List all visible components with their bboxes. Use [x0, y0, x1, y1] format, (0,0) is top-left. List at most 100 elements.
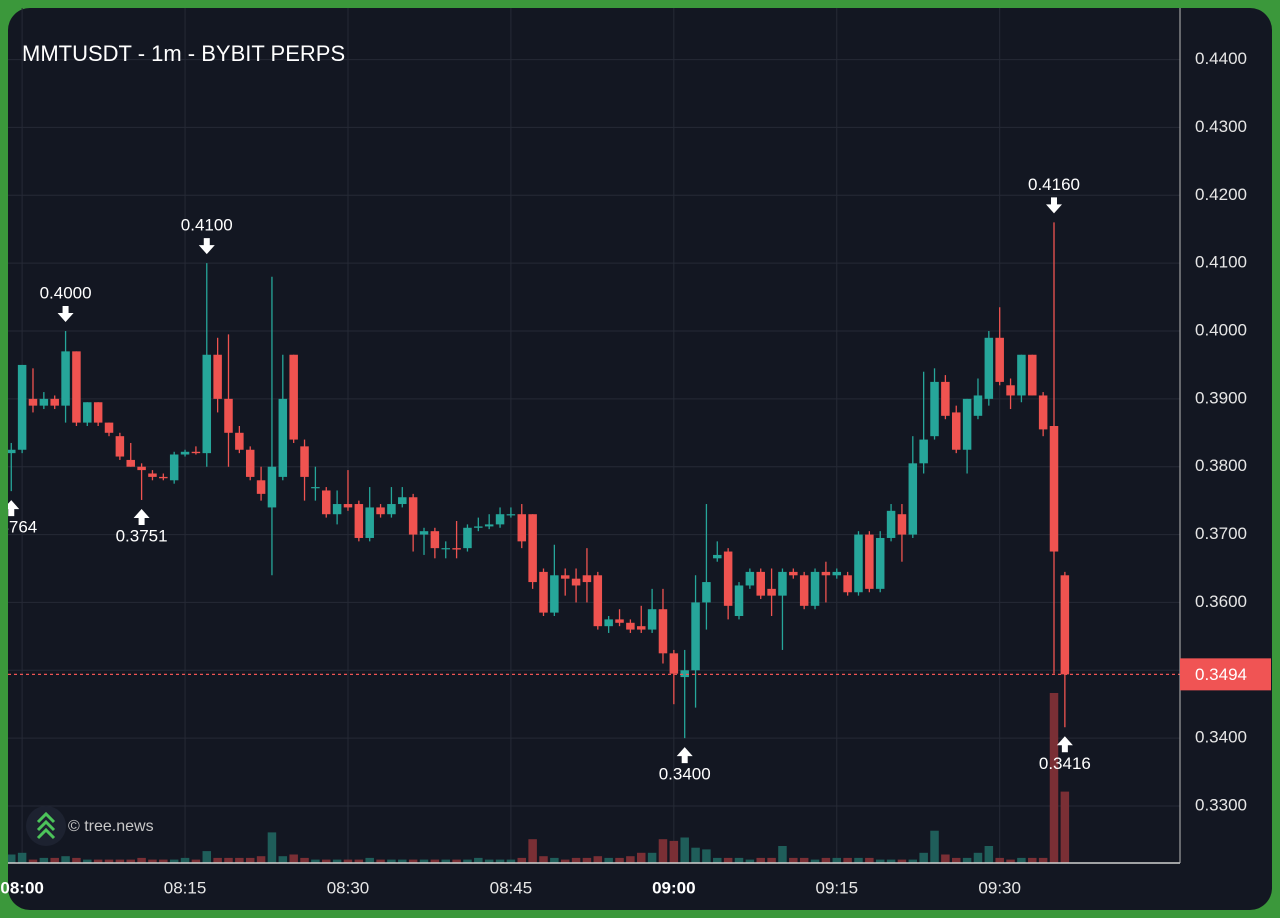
volume-bar	[582, 857, 592, 863]
volume-bar	[789, 857, 798, 863]
volume-bar	[245, 857, 255, 863]
candle-body	[387, 504, 396, 515]
volume-bar	[463, 859, 472, 863]
candle-body	[126, 459, 135, 467]
annotation-arrow	[133, 508, 150, 525]
candle-body	[300, 446, 309, 477]
candle-body	[484, 524, 494, 527]
volume-bar	[593, 856, 603, 863]
volume-bar	[604, 857, 613, 863]
candle-body	[680, 670, 689, 678]
panel	[8, 8, 1272, 910]
volume-bar	[452, 859, 461, 863]
candle-body	[463, 527, 472, 549]
volume-bar	[278, 856, 288, 863]
volume-bar	[300, 857, 309, 863]
volume-bar	[484, 859, 494, 863]
volume-bar	[756, 857, 765, 863]
annotation-arrow	[676, 747, 693, 764]
y-tick-label: 0.3800	[1195, 456, 1247, 475]
volume-bar	[713, 857, 722, 863]
watermark: © tree.news	[26, 806, 154, 846]
candle-body	[289, 354, 298, 440]
candle-body	[1049, 426, 1059, 552]
volume-bar	[289, 854, 298, 863]
candle-body	[419, 531, 429, 535]
volume-bar	[137, 857, 146, 863]
volume-bar	[159, 859, 168, 863]
candle-body	[398, 497, 407, 505]
candle-body	[615, 619, 624, 623]
candle-body	[39, 398, 49, 406]
volume-bar	[1028, 857, 1037, 863]
volume-bar	[951, 857, 961, 863]
volume-bar	[1060, 791, 1070, 863]
volume-bar	[311, 859, 320, 863]
y-tick-label: 0.3300	[1195, 795, 1247, 814]
volume-bar	[224, 857, 233, 863]
volume-bar	[17, 852, 27, 863]
volume-bar	[626, 856, 635, 863]
candle-body	[278, 398, 288, 477]
volume-bar	[865, 857, 874, 863]
plot-area: 0.3764 0.4000 0.3751 0.4100 0.3400 0.4160 0.34…	[8, 175, 1180, 863]
candle-body	[50, 398, 59, 406]
volume-bar	[408, 859, 418, 863]
candle-body	[799, 575, 809, 606]
candle-body	[908, 463, 918, 535]
x-tick-label: 09:30	[978, 878, 1021, 897]
volume-bar	[897, 859, 907, 863]
candle-body	[332, 504, 342, 515]
x-tick-label: 08:15	[164, 878, 207, 897]
volume-bar	[702, 849, 711, 863]
volume-bar	[930, 830, 939, 863]
candle-body	[767, 588, 776, 596]
candle-body	[474, 526, 483, 528]
volume-bar	[28, 859, 38, 863]
candle-body	[658, 609, 668, 654]
candle-body	[745, 571, 755, 586]
volume-bar	[1038, 857, 1048, 863]
candle-body	[93, 402, 103, 423]
volume-bar	[495, 859, 505, 863]
candle-body	[669, 653, 679, 674]
volume-bar	[680, 837, 689, 863]
candle-body	[224, 398, 233, 433]
candle-body	[636, 626, 646, 630]
candle-body	[245, 449, 255, 477]
volume-bar	[202, 851, 212, 863]
volume-bar	[104, 859, 114, 863]
candle-body	[843, 575, 852, 593]
volume-bar	[430, 859, 440, 863]
y-tick-label: 0.4000	[1195, 320, 1247, 339]
candle-body	[550, 575, 559, 613]
volume-bar	[213, 857, 222, 863]
candle-body	[104, 422, 114, 433]
candle-body	[539, 571, 548, 613]
candle-body	[1017, 354, 1026, 396]
y-tick-label: 0.4300	[1195, 117, 1247, 136]
candle-body	[159, 476, 168, 479]
volume-bar	[886, 859, 896, 863]
volume-bar	[1017, 857, 1026, 863]
annotation-arrow	[1046, 197, 1063, 214]
candle-body	[28, 398, 38, 406]
volume-bar	[962, 857, 972, 863]
x-tick-label: 08:00	[0, 878, 43, 897]
candle-body	[495, 514, 505, 525]
candle-body	[604, 619, 613, 627]
candle-body	[647, 609, 657, 630]
candle-body	[702, 582, 711, 603]
volume-bar	[658, 839, 668, 863]
candle-body	[626, 622, 635, 630]
candle-body	[995, 337, 1004, 382]
candle-body	[941, 381, 950, 416]
candle-body	[408, 497, 418, 535]
candle-body	[1038, 395, 1048, 430]
candle-body	[137, 466, 146, 471]
x-tick-label: 08:30	[327, 878, 370, 897]
candle-body	[365, 507, 374, 538]
annotation-label: 0.4160	[1028, 175, 1080, 194]
candle-body	[789, 571, 798, 576]
